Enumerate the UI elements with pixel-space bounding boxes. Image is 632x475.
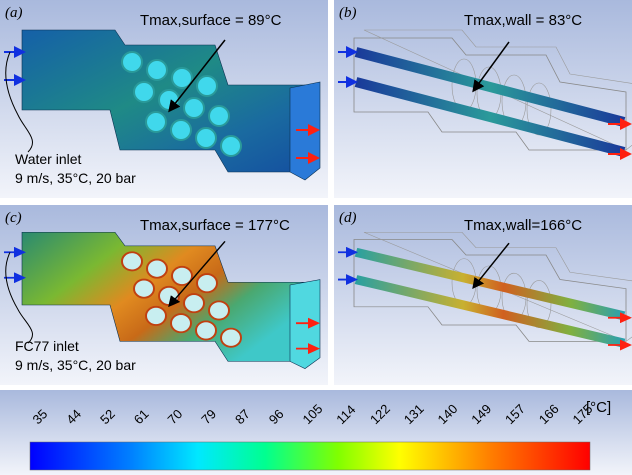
hole: [171, 120, 191, 140]
panel: Water inlet 9 m/s, 35°C, 20 bar (a) Tmax,su…: [0, 0, 328, 198]
hole: [184, 98, 204, 118]
hole: [196, 128, 216, 148]
annotation: Tmax,surface = 89°C: [140, 12, 282, 29]
hole: [146, 112, 166, 132]
hole: [209, 106, 229, 126]
page: {"panels": [ {"label": "(a)", "annotatio…: [0, 0, 632, 475]
annotation: Tmax,wall=166°C: [464, 217, 582, 234]
panel: FC77 inlet 9 m/s, 35°C, 20 bar (c) Tmax,sur…: [0, 205, 328, 385]
hole: [209, 301, 229, 319]
hole: [146, 307, 166, 325]
hole: [197, 76, 217, 96]
hole: [221, 136, 241, 156]
hole: [159, 287, 179, 305]
hole: [122, 52, 142, 72]
panel-label: (a): [5, 5, 23, 21]
panel-label: (d): [339, 210, 357, 226]
annotation: Tmax,wall = 83°C: [464, 12, 582, 29]
hole: [147, 260, 167, 278]
hole: [197, 274, 217, 292]
hole: [134, 280, 154, 298]
panel: (b) Tmax,wall = 83°C: [334, 0, 632, 198]
hole: [171, 314, 191, 332]
annotation: Tmax,surface = 177°C: [140, 217, 290, 234]
inlet-label: FC77 inlet: [15, 338, 79, 354]
inlet-label: 9 m/s, 35°C, 20 bar: [15, 357, 136, 373]
colorbar: [30, 442, 590, 470]
hole: [221, 329, 241, 347]
hole: [184, 294, 204, 312]
hole: [134, 82, 154, 102]
inlet-label: 9 m/s, 35°C, 20 bar: [15, 170, 136, 186]
hole: [159, 90, 179, 110]
hole: [196, 321, 216, 339]
panel-label: (b): [339, 5, 357, 21]
hole: [147, 60, 167, 80]
hole: [122, 252, 142, 270]
panel-label: (c): [5, 210, 22, 226]
panel: (d) Tmax,wall=166°C: [334, 205, 632, 385]
inlet-label: Water inlet: [15, 151, 82, 167]
figure: [°C] Water inlet9 m/s, 35°C, 20 bar(a)Tm…: [0, 0, 632, 475]
